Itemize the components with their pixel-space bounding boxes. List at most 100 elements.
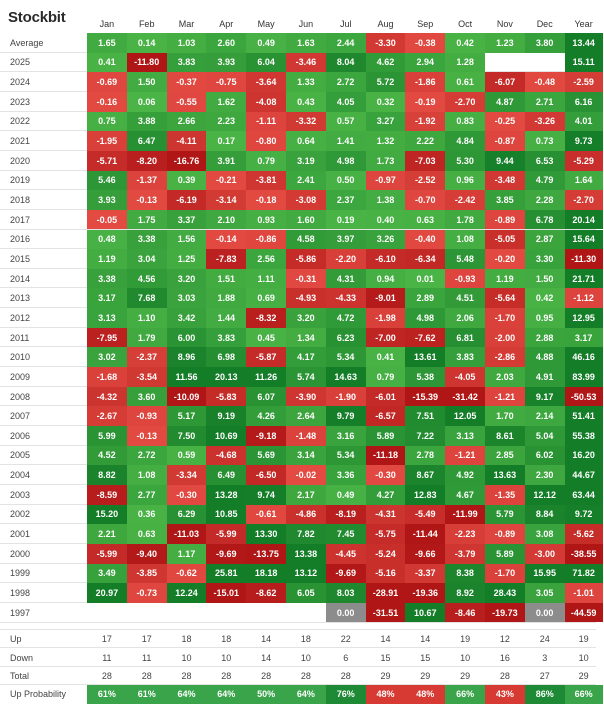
heatmap-cell: 0.57 <box>325 111 366 132</box>
heatmap-cell: -0.97 <box>365 170 406 191</box>
heatmap-cell: -11.30 <box>564 249 603 269</box>
heatmap-cell: -2.52 <box>405 170 446 191</box>
heatmap-cell: 0.19 <box>325 209 366 230</box>
heatmap-cell: 0.94 <box>365 268 406 289</box>
heatmap-cell: 13.38 <box>286 543 326 564</box>
heatmap-cell: -2.70 <box>445 91 485 112</box>
heatmap-cell: 5.89 <box>365 426 406 446</box>
heatmap-cell: -28.91 <box>365 583 406 603</box>
stats-label: Total <box>10 670 30 681</box>
stats-cell: 17 <box>101 634 112 645</box>
heatmap-cell: 8.61 <box>485 426 525 446</box>
stats-cell: 18 <box>221 634 232 645</box>
heatmap-cell: 1.32 <box>365 131 406 151</box>
heatmap-cell: 3.08 <box>524 524 565 544</box>
heatmap-cell: -0.86 <box>246 229 286 250</box>
stats-divider <box>0 665 596 667</box>
heatmap-cell: 2.72 <box>126 445 167 466</box>
heatmap-cell: -0.19 <box>405 91 446 112</box>
up-probability-cell: 66% <box>564 685 603 704</box>
heatmap-cell: -5.64 <box>485 288 525 309</box>
heatmap-cell: 3.27 <box>365 111 406 132</box>
heatmap-cell: -5.75 <box>365 524 406 544</box>
stats-cell: 15 <box>420 652 431 663</box>
heatmap-cell: 4.98 <box>325 150 366 171</box>
heatmap-cell: -7.95 <box>87 327 127 348</box>
heatmap-cell: -3.37 <box>405 563 446 584</box>
stats-cell: 10 <box>181 652 192 663</box>
heatmap-cell: -0.30 <box>166 484 207 505</box>
stats-cell: 18 <box>300 634 311 645</box>
heatmap-cell: -9.69 <box>325 563 366 584</box>
stats-cell: 29 <box>460 670 471 681</box>
column-header-may: May <box>257 19 275 29</box>
heatmap-cell: 3.97 <box>325 229 366 250</box>
heatmap-cell: 6.47 <box>126 131 167 151</box>
heatmap-cell: 12.95 <box>564 308 603 328</box>
column-header-sep: Sep <box>417 19 434 29</box>
heatmap-cell: 9.72 <box>564 504 603 525</box>
column-header-aug: Aug <box>377 19 394 29</box>
heatmap-cell: 3.42 <box>166 308 207 328</box>
heatmap-cell: 2.37 <box>325 190 366 210</box>
heatmap-cell: -3.30 <box>365 33 406 53</box>
heatmap-cell: -38.55 <box>564 543 603 564</box>
heatmap-cell: 1.28 <box>445 52 485 73</box>
heatmap-cell: -5.71 <box>87 150 127 171</box>
heatmap-cell: 5.17 <box>166 406 207 426</box>
heatmap-cell: -10.09 <box>166 386 207 407</box>
heatmap-cell: -0.02 <box>286 465 326 485</box>
stats-cell: 14 <box>420 634 431 645</box>
heatmap-cell: 1.64 <box>564 170 603 191</box>
heatmap-cell: 7.82 <box>286 524 326 544</box>
heatmap-cell: 1.38 <box>365 190 406 210</box>
heatmap-cell: -4.05 <box>445 367 485 387</box>
heatmap-cell: -4.93 <box>286 288 326 309</box>
stats-cell: 15 <box>380 652 391 663</box>
heatmap-cell: -1.92 <box>405 111 446 132</box>
heatmap-cell: 1.51 <box>206 268 247 289</box>
heatmap-cell: 1.50 <box>126 72 167 92</box>
heatmap-cell: 20.14 <box>564 209 603 230</box>
heatmap-cell: 5.34 <box>325 445 366 466</box>
heatmap-cell: 4.87 <box>485 91 525 112</box>
heatmap-cell: -9.66 <box>405 543 446 564</box>
heatmap-cell: 1.08 <box>445 229 485 250</box>
heatmap-cell: -3.81 <box>246 170 286 191</box>
heatmap-cell: 2.94 <box>405 52 446 73</box>
heatmap-cell: -2.23 <box>445 524 485 544</box>
row-label: 2000 <box>10 548 31 559</box>
heatmap-cell: -3.14 <box>206 190 247 210</box>
heatmap-cell: 0.14 <box>126 33 167 53</box>
heatmap-cell: 2.30 <box>524 465 565 485</box>
stats-cell: 29 <box>380 670 391 681</box>
stats-cell: 18 <box>181 634 192 645</box>
heatmap-cell: 0.59 <box>166 445 207 466</box>
heatmap-cell: 5.69 <box>246 445 286 466</box>
heatmap-cell: 4.72 <box>325 308 366 328</box>
heatmap-cell: -1.35 <box>485 484 525 505</box>
heatmap-cell: -0.25 <box>485 111 525 132</box>
up-probability-cell: 43% <box>485 685 525 704</box>
row-label: 2008 <box>10 391 31 402</box>
up-probability-cell: 86% <box>524 685 565 704</box>
heatmap-cell: 5.48 <box>445 249 485 269</box>
heatmap-cell: -31.51 <box>365 602 406 623</box>
heatmap-cell: 2.21 <box>87 524 127 544</box>
row-label: 1999 <box>10 568 31 579</box>
stats-cell: 14 <box>380 634 391 645</box>
heatmap-cell: -0.38 <box>405 33 446 53</box>
heatmap-cell: -3.79 <box>445 543 485 564</box>
heatmap-cell: -1.21 <box>445 445 485 466</box>
heatmap-cell: 28.43 <box>485 583 525 603</box>
heatmap-cell: 3.88 <box>126 111 167 132</box>
column-header-jan: Jan <box>99 19 115 29</box>
heatmap-cell: 12.24 <box>166 583 207 603</box>
heatmap-cell: 2.66 <box>166 111 207 132</box>
heatmap-cell: -0.20 <box>485 249 525 269</box>
heatmap-cell: -11.18 <box>365 445 406 466</box>
heatmap-cell: 6.02 <box>524 445 565 466</box>
heatmap-cell: -0.37 <box>166 72 207 92</box>
heatmap-cell: 1.62 <box>206 91 247 112</box>
heatmap-cell: 4.51 <box>445 288 485 309</box>
